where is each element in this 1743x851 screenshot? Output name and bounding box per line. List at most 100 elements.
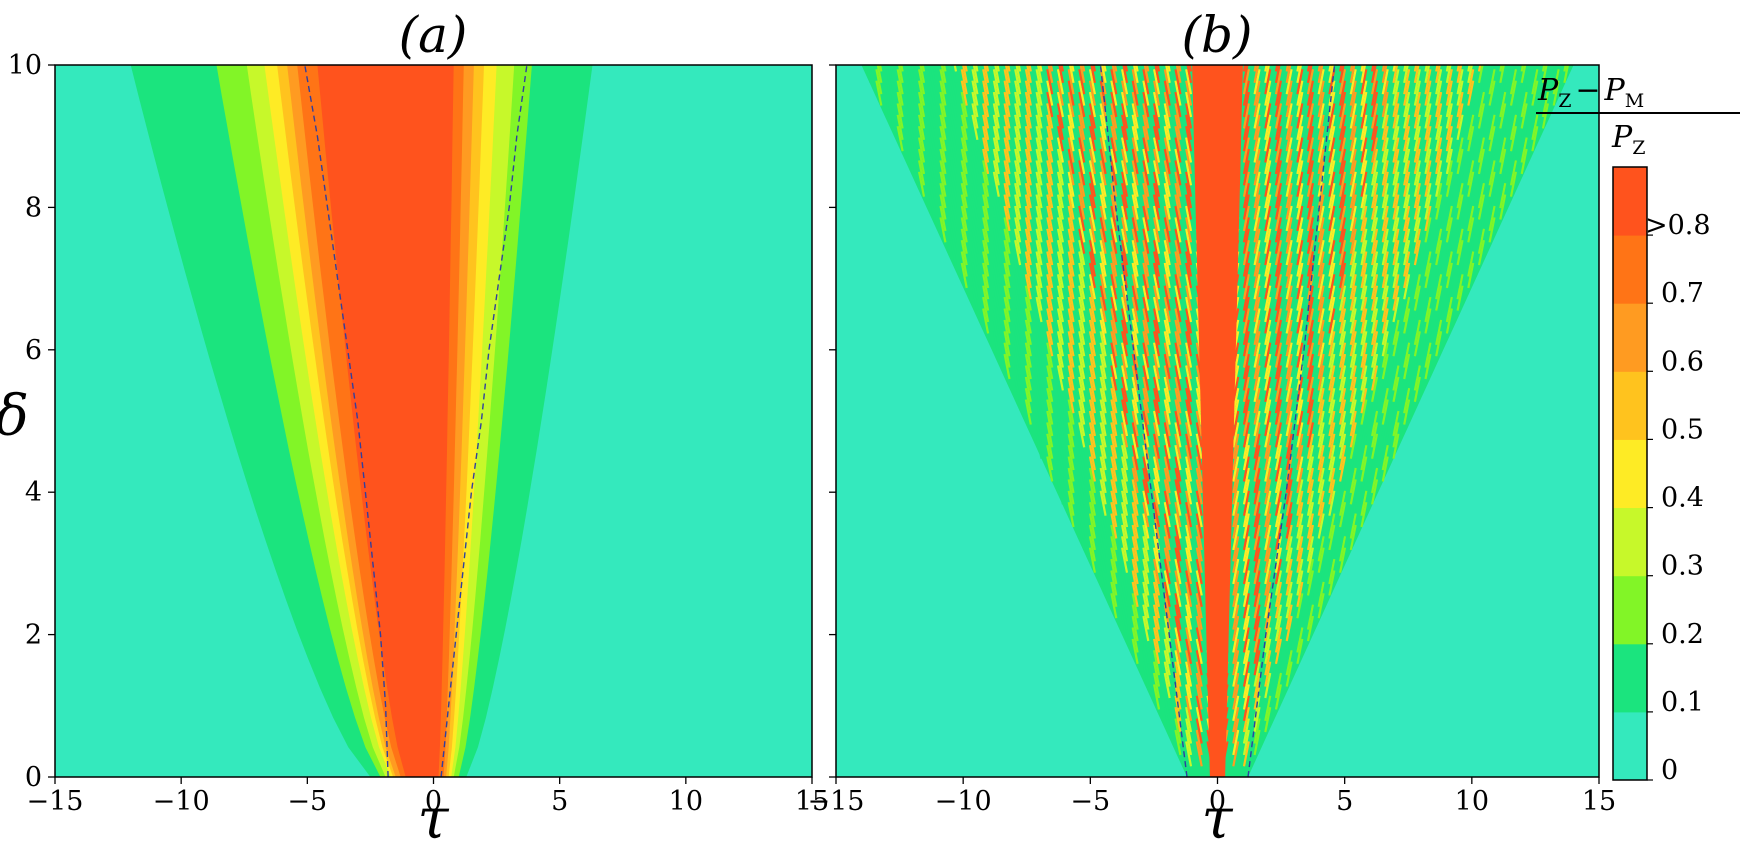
- panel-b-fringe: [1403, 399, 1411, 425]
- panel-b-fringe: [1435, 125, 1443, 152]
- panel-b-fringe: [928, 171, 936, 197]
- panel-b-fringe: [1339, 490, 1347, 516]
- panel-b-fringe: [1003, 205, 1011, 232]
- panel-b-fringe: [1046, 399, 1054, 425]
- panel-b-fringe: [1028, 65, 1032, 72]
- panel-b-fringe: [1121, 513, 1129, 539]
- panel-b-fringe: [1078, 148, 1086, 175]
- panel-b-fringe: [1163, 331, 1171, 357]
- panel-b-fringe: [1142, 125, 1150, 152]
- panel-b-fringe: [1371, 296, 1379, 323]
- panel-b-fringe: [1242, 239, 1250, 266]
- panel-b-fringe: [1339, 65, 1343, 72]
- panel-b-fringe: [1403, 262, 1411, 289]
- panel-b-fringe: [1056, 182, 1064, 209]
- panel-b-fringe: [992, 217, 1000, 243]
- panel-b-fringe: [1088, 125, 1096, 152]
- panel-b-fringe: [1285, 296, 1293, 323]
- panel-b-fringe: [1195, 547, 1203, 573]
- panel-b-fringe: [1413, 103, 1421, 129]
- panel-b-fringe: [1477, 137, 1485, 163]
- panel-b-fringe: [1274, 479, 1282, 505]
- panel-b-fringe: [1232, 501, 1240, 528]
- panel-b-fringe: [1392, 410, 1400, 437]
- panel-b-fringe: [1349, 365, 1357, 391]
- panel-b-fringe: [1339, 524, 1347, 551]
- panel-b-fringe: [1121, 547, 1129, 573]
- panel-b-fringe: [1296, 615, 1304, 642]
- panel-b-fringe: [1488, 69, 1496, 95]
- panel-b-fringe: [1185, 331, 1193, 357]
- panel-b-fringe: [1232, 593, 1240, 619]
- panel-b-fringe: [1142, 194, 1150, 220]
- panel-b-fringe: [1328, 490, 1336, 516]
- panel-b-fringe: [918, 103, 926, 129]
- panel-b-fringe: [1078, 182, 1086, 209]
- panel-b-fringe: [1296, 467, 1304, 494]
- panel-b-fringe: [1185, 296, 1193, 323]
- panel-b-fringe: [1274, 160, 1282, 186]
- panel-b-fringe: [1232, 433, 1240, 459]
- panel-b-fringe: [1253, 262, 1261, 289]
- panel-b-fringe: [1163, 467, 1171, 494]
- panel-b-fringe: [1339, 239, 1347, 266]
- panel-b-fringe: [1488, 65, 1492, 72]
- panel-b-fringe: [1056, 103, 1064, 129]
- panel-b-fringe: [1264, 205, 1272, 232]
- panel-b-fringe: [1078, 239, 1086, 266]
- panel-b-fringe: [1445, 91, 1453, 118]
- panel-b-fringe: [1285, 422, 1293, 448]
- panel-b-fringe: [1153, 376, 1161, 403]
- panel-b-fringe: [1403, 342, 1411, 368]
- panel-b-fringe: [1110, 217, 1118, 243]
- panel-b-fringe: [1317, 331, 1325, 357]
- colorbar-level-label: 0.3: [1661, 551, 1704, 582]
- panel-b-fringe: [1131, 501, 1139, 528]
- panel-b-fringe: [1285, 319, 1293, 346]
- panel-b-fringe: [1435, 65, 1441, 84]
- panel-b-fringe: [1274, 444, 1282, 471]
- panel-b-ticks: −15 −10 −5 0 5 10 15: [808, 64, 1616, 817]
- panel-b-fringe: [971, 125, 979, 152]
- panel-b-fringe: [1153, 547, 1161, 573]
- panel-b-fringe: [1142, 217, 1150, 243]
- panel-b-fringe: [1349, 490, 1357, 516]
- panel-b-fringe: [1195, 444, 1203, 471]
- panel-b-fringe: [1078, 160, 1086, 186]
- panel-b-fringe: [1024, 137, 1032, 163]
- panel-b-fringe: [1024, 308, 1032, 334]
- panel-b-fringe: [1328, 217, 1336, 243]
- panel-b-fringe: [1371, 331, 1379, 357]
- panel-b-fringe: [950, 80, 958, 106]
- panel-b-fringe: [992, 285, 1000, 311]
- panel-b-fringe: [1067, 376, 1075, 403]
- panel-b-fringe: [1131, 467, 1139, 494]
- panel-b-fringe: [1232, 490, 1240, 516]
- panel-b-fringe: [1185, 182, 1193, 209]
- panel-b-fringe: [1531, 125, 1539, 152]
- panel-b-fringe: [1067, 490, 1075, 516]
- panel-b-fringe: [1413, 69, 1421, 95]
- panel-b-fringe: [1242, 399, 1250, 425]
- panel-b-fringe: [1296, 65, 1303, 84]
- panel-b-fringe: [1381, 319, 1389, 346]
- panel-b-fringe: [1413, 65, 1420, 84]
- panel-b-fringe: [1285, 308, 1293, 334]
- panel-b-fringe: [1185, 125, 1193, 152]
- panel-b-fringe: [876, 65, 883, 84]
- panel-b-fringe: [1274, 513, 1282, 539]
- panel-b-fringe: [1349, 456, 1357, 482]
- panel-b-fringe: [1163, 148, 1171, 175]
- panel-b-fringe: [1110, 581, 1118, 608]
- panel-b-fringe: [1163, 114, 1171, 141]
- panel-b-fringe: [1003, 91, 1011, 118]
- panel-b-fringe: [1195, 718, 1203, 744]
- panel-b-fringe: [1253, 684, 1261, 710]
- panel-b-fringe: [1360, 65, 1367, 84]
- panel-b-fringe: [1110, 376, 1118, 403]
- panel-b-fringe: [1024, 296, 1032, 323]
- panel-b-fringe: [1296, 137, 1304, 163]
- panel-b-fringe: [1424, 91, 1432, 118]
- panel-b-fringe: [1253, 422, 1261, 448]
- panel-b-fringe: [1306, 69, 1314, 95]
